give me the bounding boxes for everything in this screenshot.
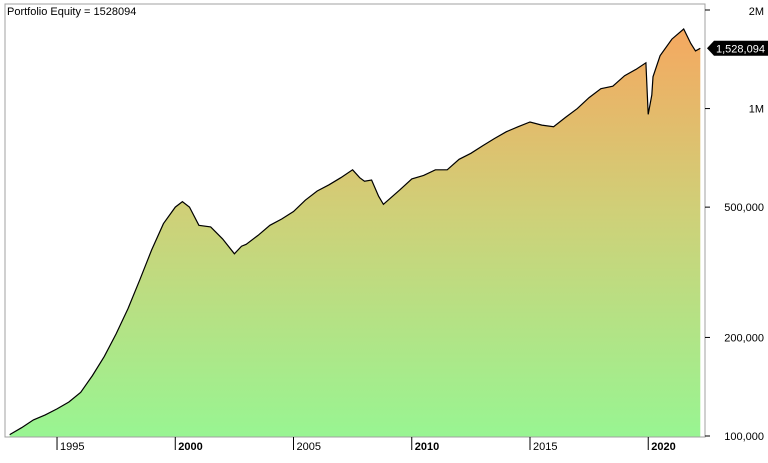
y-tick-label: 500,000 <box>724 202 764 214</box>
x-tick-label: 2015 <box>533 441 557 453</box>
equity-line <box>9 28 701 436</box>
chart-title: Portfolio Equity = 1528094 <box>7 6 136 18</box>
y-tick-label: 1M <box>749 104 764 116</box>
y-axis-ticks: 2M 1M 500,000 200,000 100,000 <box>705 6 764 443</box>
x-tick-label: 2005 <box>297 441 321 453</box>
last-value-label: 1,528,094 <box>716 43 765 55</box>
x-tick-label: 2020 <box>651 441 675 453</box>
x-tick-label: 2010 <box>415 441 439 453</box>
last-value-marker: 1,528,094 <box>707 40 768 56</box>
y-tick-label: 200,000 <box>724 332 764 344</box>
y-tick-label: 100,000 <box>724 431 764 443</box>
equity-area <box>9 29 701 437</box>
last-value-badge <box>707 40 768 56</box>
x-tick-label: 2000 <box>178 441 202 453</box>
x-tick-label: 1995 <box>60 441 84 453</box>
x-axis-ticks: 1995 2000 2005 2010 2015 2020 <box>56 437 676 453</box>
y-tick-label: 2M <box>749 6 764 18</box>
